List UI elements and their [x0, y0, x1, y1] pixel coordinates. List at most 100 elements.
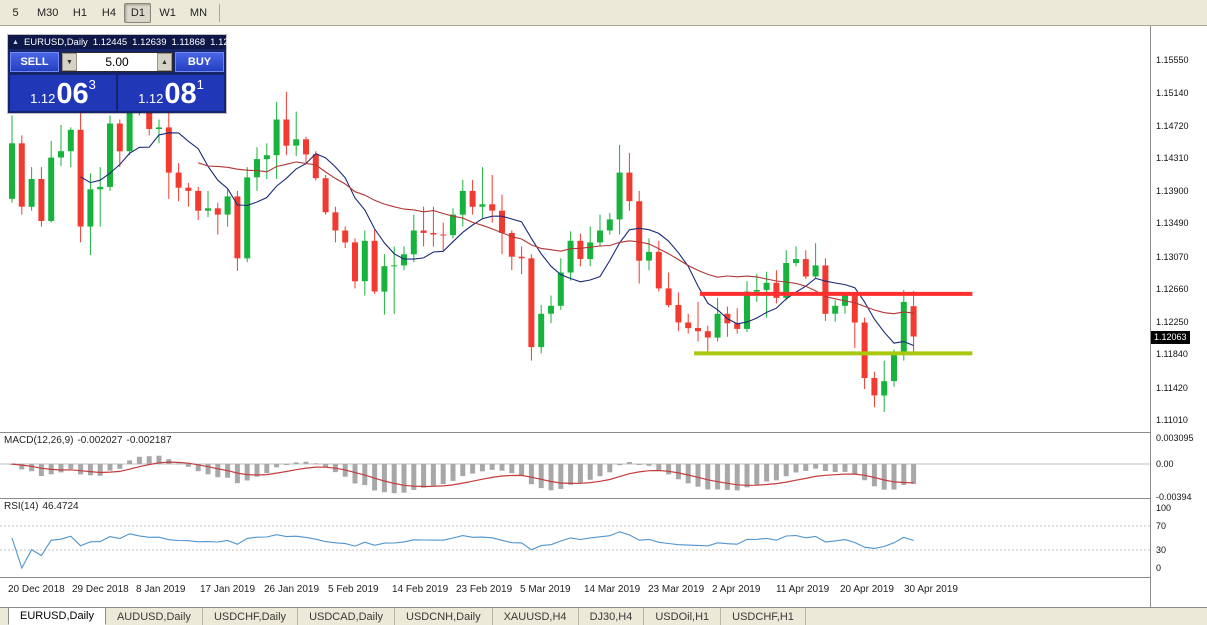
candlesticks — [9, 46, 917, 413]
time-axis-label: 11 Apr 2019 — [776, 584, 830, 595]
buy-button[interactable]: BUY — [175, 52, 224, 72]
price-tick: 1.11420 — [1156, 382, 1188, 393]
buy-price-sup: 1 — [196, 77, 204, 92]
chart-tab-usdcnh-daily[interactable]: USDCNH,Daily — [395, 608, 493, 625]
macd-title: MACD(12,26,9) — [4, 435, 74, 446]
rsi-tick: 100 — [1156, 503, 1172, 513]
price-tick: 1.13490 — [1156, 218, 1189, 229]
chart-tab-usdchf-daily[interactable]: USDCHF,Daily — [203, 608, 299, 625]
chart-tab-dj30-h4[interactable]: DJ30,H4 — [579, 608, 645, 625]
timeframe-button-h1[interactable]: H1 — [72, 6, 87, 19]
sell-price-prefix: 1.12 — [30, 91, 56, 106]
price-tick: 1.12660 — [1156, 284, 1189, 295]
rsi-value: 46.4724 — [42, 501, 79, 512]
chart-tab-audusd-daily[interactable]: AUDUSD,Daily — [106, 608, 203, 625]
ma-line-8 — [80, 132, 914, 347]
price-tick: 1.15550 — [1156, 55, 1189, 66]
rsi-tick: 30 — [1156, 545, 1167, 555]
toolbar-separator — [219, 3, 221, 22]
time-axis-label: 8 Jan 2019 — [136, 584, 186, 595]
time-axis-label: 30 Apr 2019 — [904, 584, 958, 595]
buy-price-display[interactable]: 1.12 08 1 — [118, 75, 224, 111]
buy-price-big: 08 — [164, 78, 197, 111]
price-pane[interactable]: ▲ EURUSD,Daily 1.12445 1.12639 1.11868 1… — [0, 26, 1150, 432]
symbol-label: EURUSD,Daily — [23, 36, 88, 48]
ohlc-high: 1.12639 — [132, 36, 167, 48]
pane-separator-rsi[interactable] — [0, 498, 1207, 499]
time-axis: 20 Dec 2018 29 Dec 2018 8 Jan 2019 17 Jan 2… — [0, 578, 1150, 607]
collapse-panel-icon[interactable]: ▲ — [12, 38, 19, 46]
price-chart-svg[interactable] — [0, 26, 1150, 432]
time-axis-label: 23 Feb 2019 — [456, 584, 513, 595]
rsi-line — [11, 531, 914, 570]
price-tick: 1.13070 — [1156, 251, 1189, 262]
chart-tab-xauusd-h4[interactable]: XAUUSD,H4 — [493, 608, 579, 625]
time-axis-label: 20 Apr 2019 — [840, 584, 894, 595]
macd-tick: -0.00394 — [1156, 492, 1192, 503]
sell-button[interactable]: SELL — [10, 52, 59, 72]
axis-separator — [0, 577, 1207, 578]
scale-separator — [1150, 26, 1151, 607]
one-click-trading-panel: ▲ EURUSD,Daily 1.12445 1.12639 1.11868 1… — [8, 35, 244, 113]
volume-increase-button[interactable]: ▲ — [157, 53, 172, 71]
time-axis-label: 26 Jan 2019 — [264, 584, 320, 595]
time-axis-label: 14 Mar 2019 — [584, 584, 641, 595]
volume-decrease-button[interactable]: ▼ — [62, 53, 77, 71]
timeframe-button-m30[interactable]: M30 — [37, 6, 59, 19]
chart-tab-eurusd-daily[interactable]: EURUSD,Daily — [8, 607, 106, 625]
time-axis-label: 17 Jan 2019 — [200, 584, 256, 595]
rsi-label: RSI(14) 46.4724 — [4, 501, 83, 512]
time-axis-label: 5 Feb 2019 — [328, 584, 379, 595]
sell-price-big: 06 — [56, 78, 89, 111]
time-axis-label: 2 Apr 2019 — [712, 584, 761, 595]
time-axis-label: 23 Mar 2019 — [648, 584, 705, 595]
macd-chart-svg — [0, 455, 1150, 494]
timeframe-toolbar: 5 M30 H1 H4 D1 W1 MN — [0, 0, 1207, 26]
ma-line-20 — [198, 161, 914, 315]
volume-value[interactable]: 5.00 — [105, 55, 129, 69]
price-tick: 1.15140 — [1156, 87, 1189, 98]
macd-pane[interactable]: MACD(12,26,9) -0.002027 -0.002187 — [0, 433, 1150, 498]
timeframe-button-d1[interactable]: D1 — [124, 2, 152, 23]
timeframe-button-w1[interactable]: W1 — [159, 6, 176, 19]
price-tick: 1.12250 — [1156, 316, 1189, 327]
macd-value: -0.002027 — [77, 435, 123, 446]
volume-stepper[interactable]: ▼ 5.00 ▲ — [61, 52, 173, 72]
macd-signal-line — [11, 461, 914, 488]
time-axis-label: 20 Dec 2018 — [8, 584, 65, 595]
rsi-pane[interactable]: RSI(14) 46.4724 — [0, 499, 1150, 577]
sell-price-display[interactable]: 1.12 06 3 — [10, 75, 116, 111]
rsi-title: RSI(14) — [4, 501, 39, 512]
rsi-tick: 0 — [1156, 563, 1162, 573]
macd-signal-value: -0.002187 — [126, 435, 172, 446]
rsi-chart-svg — [0, 525, 1150, 570]
macd-tick: 0.003095 — [1156, 432, 1194, 443]
current-price-badge: 1.12063 — [1151, 330, 1190, 344]
timeframe-button-h4[interactable]: H4 — [101, 6, 116, 19]
pane-separator-macd[interactable] — [0, 432, 1207, 433]
ohlc-open: 1.12445 — [92, 36, 128, 48]
macd-tick: 0.00 — [1156, 458, 1174, 469]
chart-tab-bar: EURUSD,Daily AUDUSD,Daily USDCHF,Daily USDC… — [0, 607, 1207, 625]
chart-tab-usdchf-h1[interactable]: USDCHF,H1 — [721, 608, 806, 625]
macd-histogram — [9, 455, 917, 494]
ohlc-low: 1.11868 — [171, 36, 206, 48]
chart-area[interactable]: ▲ EURUSD,Daily 1.12445 1.12639 1.11868 1… — [0, 26, 1207, 607]
time-axis-label: 29 Dec 2018 — [72, 584, 129, 595]
price-tick: 1.14310 — [1156, 153, 1189, 164]
sell-price-sup: 3 — [88, 77, 96, 92]
buy-price-prefix: 1.12 — [138, 91, 164, 106]
chart-ohlc-header: ▲ EURUSD,Daily 1.12445 1.12639 1.11868 1… — [8, 35, 244, 49]
chart-tab-usdoil-h1[interactable]: USDOil,H1 — [644, 608, 722, 625]
macd-label: MACD(12,26,9) -0.002027 -0.002187 — [4, 435, 176, 446]
timeframe-button-5[interactable]: 5 — [12, 6, 19, 19]
chart-tab-usdcad-daily[interactable]: USDCAD,Daily — [298, 608, 396, 625]
timeframe-button-mn[interactable]: MN — [189, 6, 208, 19]
scale-column: 1.12063 1.15550 1.15140 1.14720 1.14310 1.13… — [1151, 26, 1207, 607]
price-tick: 1.13900 — [1156, 185, 1189, 196]
time-axis-label: 5 Mar 2019 — [520, 584, 571, 595]
trade-prices-row: 1.12 06 3 1.12 08 1 — [8, 75, 226, 113]
ohlc-close: 1.12063 — [210, 36, 245, 48]
price-tick: 1.11840 — [1156, 349, 1188, 360]
